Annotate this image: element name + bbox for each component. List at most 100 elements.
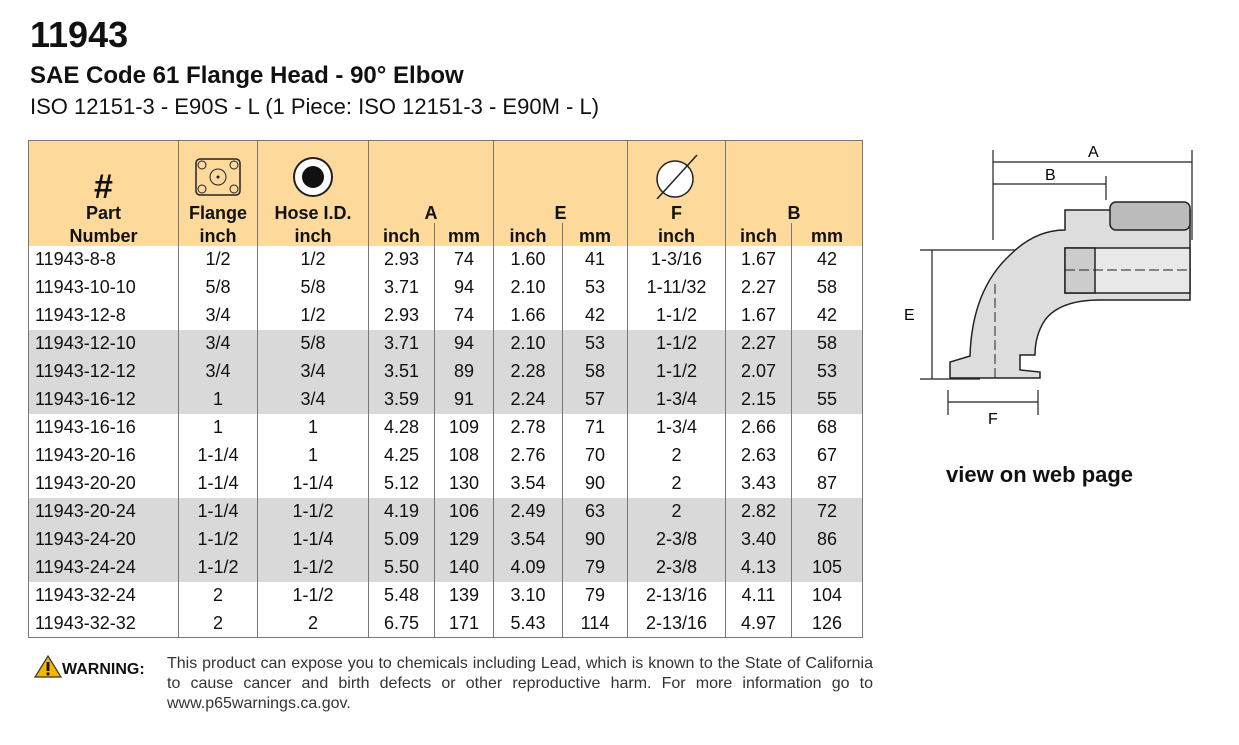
table-cell: 130	[434, 469, 494, 498]
table-cell: 42	[561, 301, 629, 330]
table-cell: 11943-32-24	[28, 581, 179, 610]
dim-b: B	[1045, 167, 1056, 184]
table-cell: 90	[561, 525, 629, 554]
table-cell: 11943-12-8	[28, 301, 179, 330]
table-cell: 74	[434, 301, 494, 330]
table-row: 11943-32-24 2 1-1/2 5.48 139 3.10 79 2-13/16 4.1…	[28, 581, 864, 610]
table-cell: 2.63	[725, 441, 793, 470]
table-cell: 53	[791, 357, 864, 386]
table-cell: 11943-24-24	[28, 553, 179, 582]
hash: #	[94, 167, 113, 206]
table-row: 11943-24-20 1-1/2 1-1/4 5.09 129 3.54 90 2-3/8 3…	[28, 525, 864, 554]
table-cell: 1	[178, 413, 258, 442]
table-cell: 4.28	[368, 413, 435, 442]
part: Part	[85, 202, 121, 223]
spec-table: # Part Flange Hose I.D. A E F B Number inc…	[28, 140, 864, 638]
dim-f: F	[988, 411, 998, 428]
table-cell: 1.66	[493, 301, 563, 330]
table-cell: 68	[791, 413, 864, 442]
table-cell: 109	[434, 413, 494, 442]
table-cell: 42	[791, 245, 864, 274]
table-cell: 5.09	[368, 525, 435, 554]
table-cell: 41	[561, 245, 629, 274]
f-icon	[655, 153, 698, 200]
table-cell: 3.54	[493, 525, 563, 554]
dim-a: A	[1088, 144, 1099, 161]
table-cell: 11943-24-20	[28, 525, 179, 554]
table-cell: 1-3/4	[627, 385, 727, 414]
table-cell: 5.43	[493, 609, 563, 638]
table-cell: 72	[791, 497, 864, 526]
subhead-cell: mm	[434, 222, 494, 246]
subhead-cell: inch	[725, 222, 793, 246]
table-cell: 4.13	[725, 553, 793, 582]
table-cell: 11943-12-10	[28, 329, 179, 358]
table-cell: 2.07	[725, 357, 793, 386]
table-cell: 2.93	[368, 245, 435, 274]
table-row: 11943-20-24 1-1/4 1-1/2 4.19 106 2.49 63 2 2.82 7…	[28, 497, 864, 526]
table-cell: 2	[257, 609, 369, 638]
flange: Flange	[188, 202, 247, 223]
table-cell: 3.43	[725, 469, 793, 498]
flange-icon	[195, 157, 241, 196]
table-cell: 106	[434, 497, 494, 526]
table-cell: 2	[178, 609, 258, 638]
table-cell: 3/4	[178, 357, 258, 386]
head-e: E	[492, 140, 629, 223]
table-cell: 129	[434, 525, 494, 554]
table-cell: 11943-12-12	[28, 357, 179, 386]
table-cell: 53	[561, 273, 629, 302]
table-cell: 3.71	[368, 329, 435, 358]
table-cell: 1/2	[257, 301, 369, 330]
table-cell: 1.67	[725, 301, 793, 330]
head-f-cell: F	[627, 140, 727, 223]
table-cell: 89	[434, 357, 494, 386]
title: 11943	[30, 14, 129, 55]
table-cell: 3/4	[178, 329, 258, 358]
table-cell: 1-3/4	[627, 413, 727, 442]
table-cell: 105	[791, 553, 864, 582]
table-cell: 79	[561, 553, 629, 582]
web-link[interactable]: view on web page	[946, 462, 1134, 487]
table-cell: 63	[561, 497, 629, 526]
diagram: A B E F	[904, 144, 1193, 428]
table-cell: 90	[561, 469, 629, 498]
table-cell: 3.71	[368, 273, 435, 302]
table-cell: 87	[791, 469, 864, 498]
table-row: 11943-8-8 1/2 1/2 2.93 74 1.60 41 1-3/16 1.67 42	[28, 245, 864, 274]
table-cell: 3.54	[493, 469, 563, 498]
table-cell: 2.15	[725, 385, 793, 414]
dim-e: E	[904, 307, 915, 324]
table-cell: 1-1/4	[178, 441, 258, 470]
table-cell: 11943-16-16	[28, 413, 179, 442]
table-cell: 55	[791, 385, 864, 414]
table-cell: 1/2	[178, 245, 258, 274]
table-cell: 126	[791, 609, 864, 638]
table-cell: 108	[434, 441, 494, 470]
table-cell: 1-3/16	[627, 245, 727, 274]
head-a: A	[368, 140, 494, 223]
table-cell: 11943-20-16	[28, 441, 179, 470]
table-cell: 67	[791, 441, 864, 470]
head-b: B	[725, 140, 864, 223]
table-cell: 1-1/4	[178, 497, 258, 526]
table-cell: 1-1/4	[178, 469, 258, 498]
table-cell: 53	[561, 329, 629, 358]
table-cell: 2.66	[725, 413, 793, 442]
table-cell: 58	[791, 329, 864, 358]
table-cell: 5.50	[368, 553, 435, 582]
table-cell: 2.10	[493, 329, 563, 358]
table-cell: 1-1/4	[257, 469, 369, 498]
table-row: 11943-32-32 2 2 6.75 171 5.43 114 2-13/16 4.97 12…	[28, 609, 864, 638]
table-body: 11943-8-8 1/2 1/2 2.93 74 1.60 41 1-3/16 1.67 42 1…	[28, 245, 864, 638]
table-cell: 2.49	[493, 497, 563, 526]
table-cell: 1	[178, 385, 258, 414]
table-cell: 2.28	[493, 357, 563, 386]
table-cell: 91	[434, 385, 494, 414]
table-cell: 11943-10-10	[28, 273, 179, 302]
table-cell: 86	[791, 525, 864, 554]
table-row: 11943-24-24 1-1/2 1-1/2 5.50 140 4.09 79 2-3/8 4…	[28, 553, 864, 582]
subhead-cell: mm	[791, 222, 864, 246]
table-cell: 2.10	[493, 273, 563, 302]
table-cell: 2	[627, 469, 727, 498]
